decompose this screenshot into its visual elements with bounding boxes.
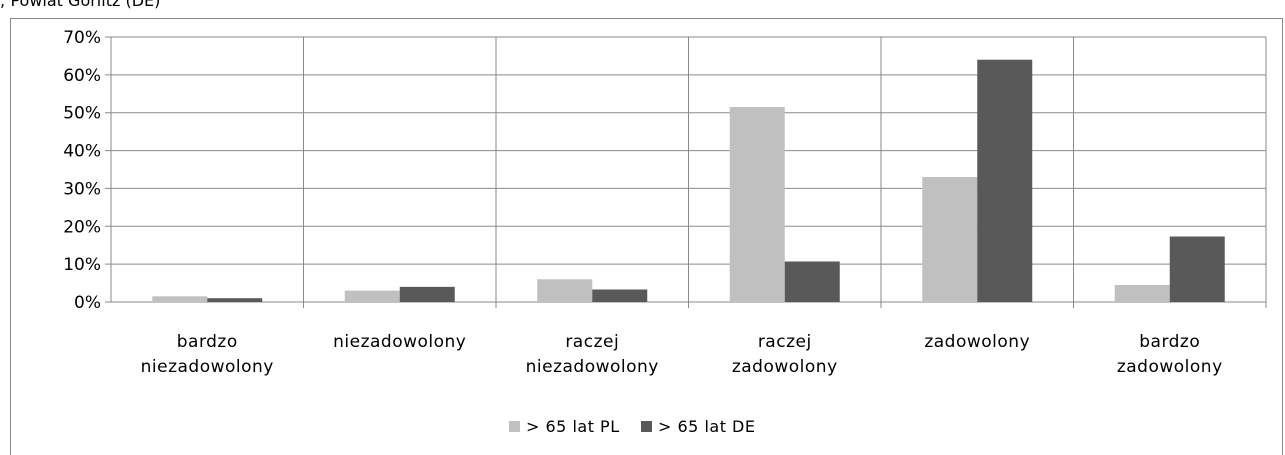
x-tick-label-0-1: niezadowolony <box>141 357 274 377</box>
y-tick-label-20: 20% <box>63 217 101 237</box>
x-tick-label-5-0: bardzo <box>1139 332 1200 352</box>
bar-de-0 <box>207 298 263 302</box>
bar-de-5 <box>1169 236 1225 302</box>
x-tick-label-3-1: zadowolony <box>732 357 838 377</box>
gridlines <box>105 36 1267 308</box>
bar-de-3 <box>784 261 840 302</box>
y-tick-label-30: 30% <box>63 179 101 199</box>
bar-de-4 <box>977 59 1033 302</box>
bar-pl-3 <box>729 107 785 303</box>
bar-pl-5 <box>1114 284 1170 302</box>
x-tick-label-2-0: raczej <box>565 332 619 352</box>
bar-pl-2 <box>537 279 593 302</box>
bar-de-1 <box>399 286 455 302</box>
x-tick-label-2-1: niezadowolony <box>526 357 659 377</box>
legend-swatch-pl <box>509 421 520 432</box>
y-tick-label-50: 50% <box>63 104 101 124</box>
x-tick-label-4-0: zadowolony <box>924 332 1030 352</box>
chart-heading: ; Powiat Görlitz (DE) <box>0 0 161 10</box>
y-tick-label-0: 0% <box>74 293 101 313</box>
y-tick-label-70: 70% <box>63 28 101 48</box>
legend-label-de: > 65 lat DE <box>658 417 755 436</box>
bar-pl-0 <box>152 296 208 302</box>
x-tick-label-3-0: raczej <box>758 332 812 352</box>
y-tick-label-40: 40% <box>63 142 101 162</box>
y-tick-label-10: 10% <box>63 255 101 275</box>
bar-pl-4 <box>922 177 978 302</box>
y-axis: 0% 10% 20% 30% 40% 50% 60% 70% <box>63 28 112 313</box>
bar-pl-1 <box>344 290 400 302</box>
legend-swatch-de <box>641 421 652 432</box>
x-tick-label-1-0: niezadowolony <box>333 332 466 352</box>
bar-de-2 <box>592 289 648 302</box>
chart-frame <box>10 18 1283 455</box>
legend: > 65 lat PL > 65 lat DE <box>509 417 755 436</box>
x-tick-label-5-1: zadowolony <box>1117 357 1223 377</box>
legend-label-pl: > 65 lat PL <box>526 417 620 436</box>
x-axis: bardzo niezadowolony niezadowolony raczej ni… <box>141 332 1223 377</box>
bars <box>152 59 1225 303</box>
x-tick-label-0-0: bardzo <box>177 332 238 352</box>
y-tick-label-60: 60% <box>63 66 101 86</box>
